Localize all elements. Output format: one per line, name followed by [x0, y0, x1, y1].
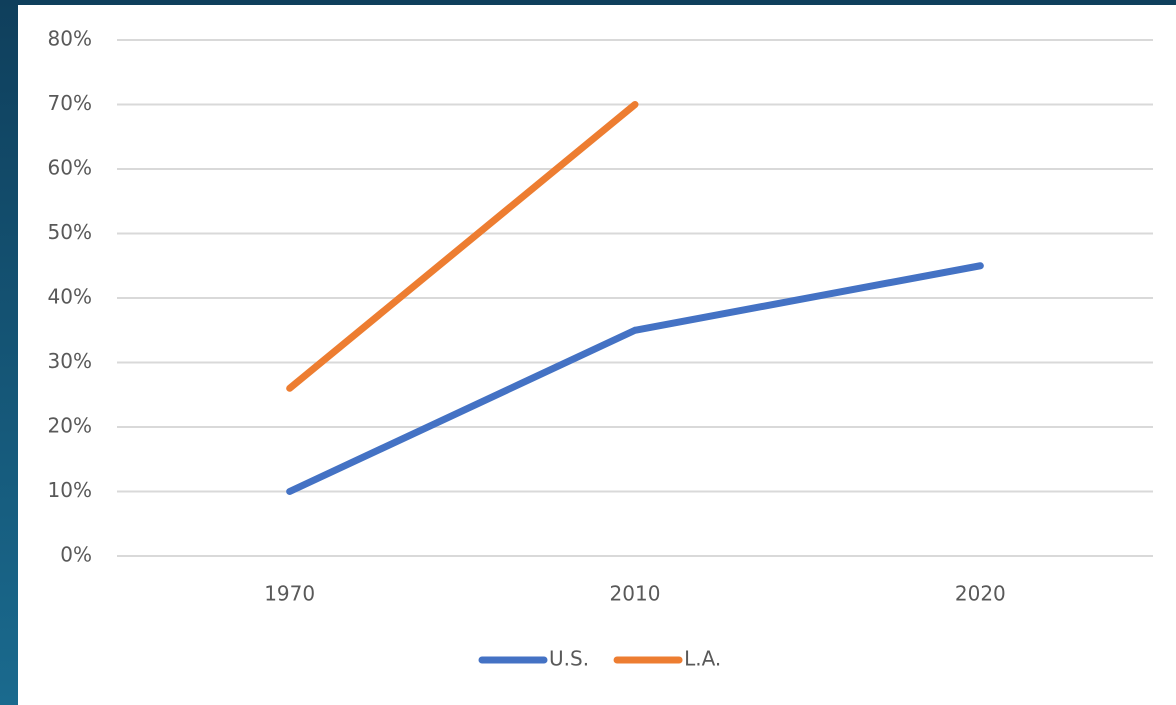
y-tick-label: 0% [60, 543, 92, 567]
x-tick-label: 2020 [955, 582, 1006, 606]
y-tick-label: 80% [48, 27, 92, 51]
series-line [286, 101, 639, 392]
y-tick-label: 70% [48, 91, 92, 115]
y-tick-label: 40% [48, 285, 92, 309]
series-line [286, 262, 984, 495]
y-tick-label: 10% [48, 478, 92, 502]
y-tick-label: 50% [48, 220, 92, 244]
x-tick-label: 2010 [610, 582, 661, 606]
y-tick-label: 20% [48, 414, 92, 438]
y-tick-label: 30% [48, 349, 92, 373]
x-tick-label: 1970 [264, 582, 315, 606]
chart-area [18, 5, 1176, 705]
y-tick-label: 60% [48, 156, 92, 180]
legend-label: U.S. [549, 647, 589, 671]
legend-label: L.A. [684, 647, 721, 671]
